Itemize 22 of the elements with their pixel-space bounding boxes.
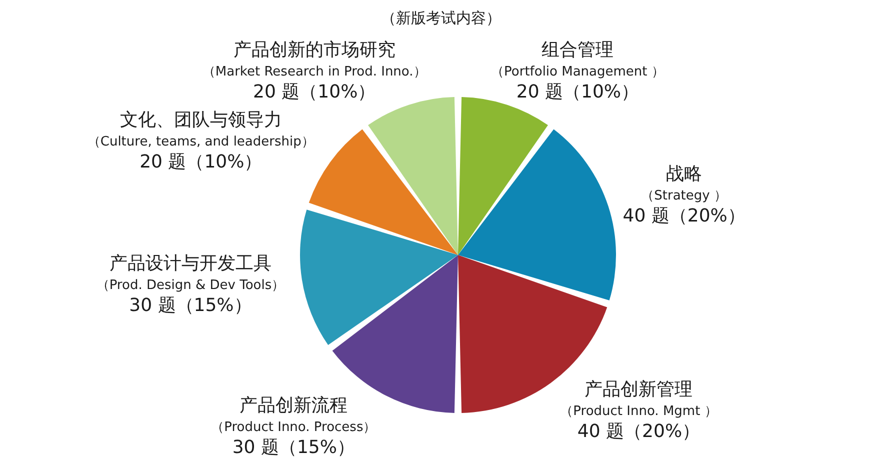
text: （Product Inno. Process） [211,420,376,435]
chart-title: （新版考试内容） [381,9,501,27]
data-label: 30 题（15%） [232,436,355,458]
data-label: 20 题（10%） [253,81,376,102]
text: （Portfolio Management ） [491,64,664,80]
slice-label: 产品创新的市场研究 [233,39,396,60]
text: （Prod. Design & Dev Tools） [96,278,285,294]
text: （Culture, teams, and leadership） [87,134,314,150]
data-label: 30 题（15%） [129,295,252,316]
slice-label: 文化、团队与领导力 [120,110,282,131]
data-label: 40 题（20%） [622,205,746,226]
data-label: 20 题（10%） [516,81,640,102]
data-label: 40 题（20%） [577,421,700,442]
slice-label: 产品创新管理 [584,379,693,400]
text: （Market Research in Prod. Inno.） [202,64,426,80]
text: （Strategy ） [641,188,727,204]
text: （Product Inno. Mgmt ） [560,404,718,420]
slice-label: 组合管理 [542,39,614,60]
slice-label: 战略 [666,163,702,184]
slice-label: 产品设计与开发工具 [109,253,272,274]
data-label: 20 题（10%） [140,152,262,173]
slice-label: 产品创新流程 [240,394,348,416]
